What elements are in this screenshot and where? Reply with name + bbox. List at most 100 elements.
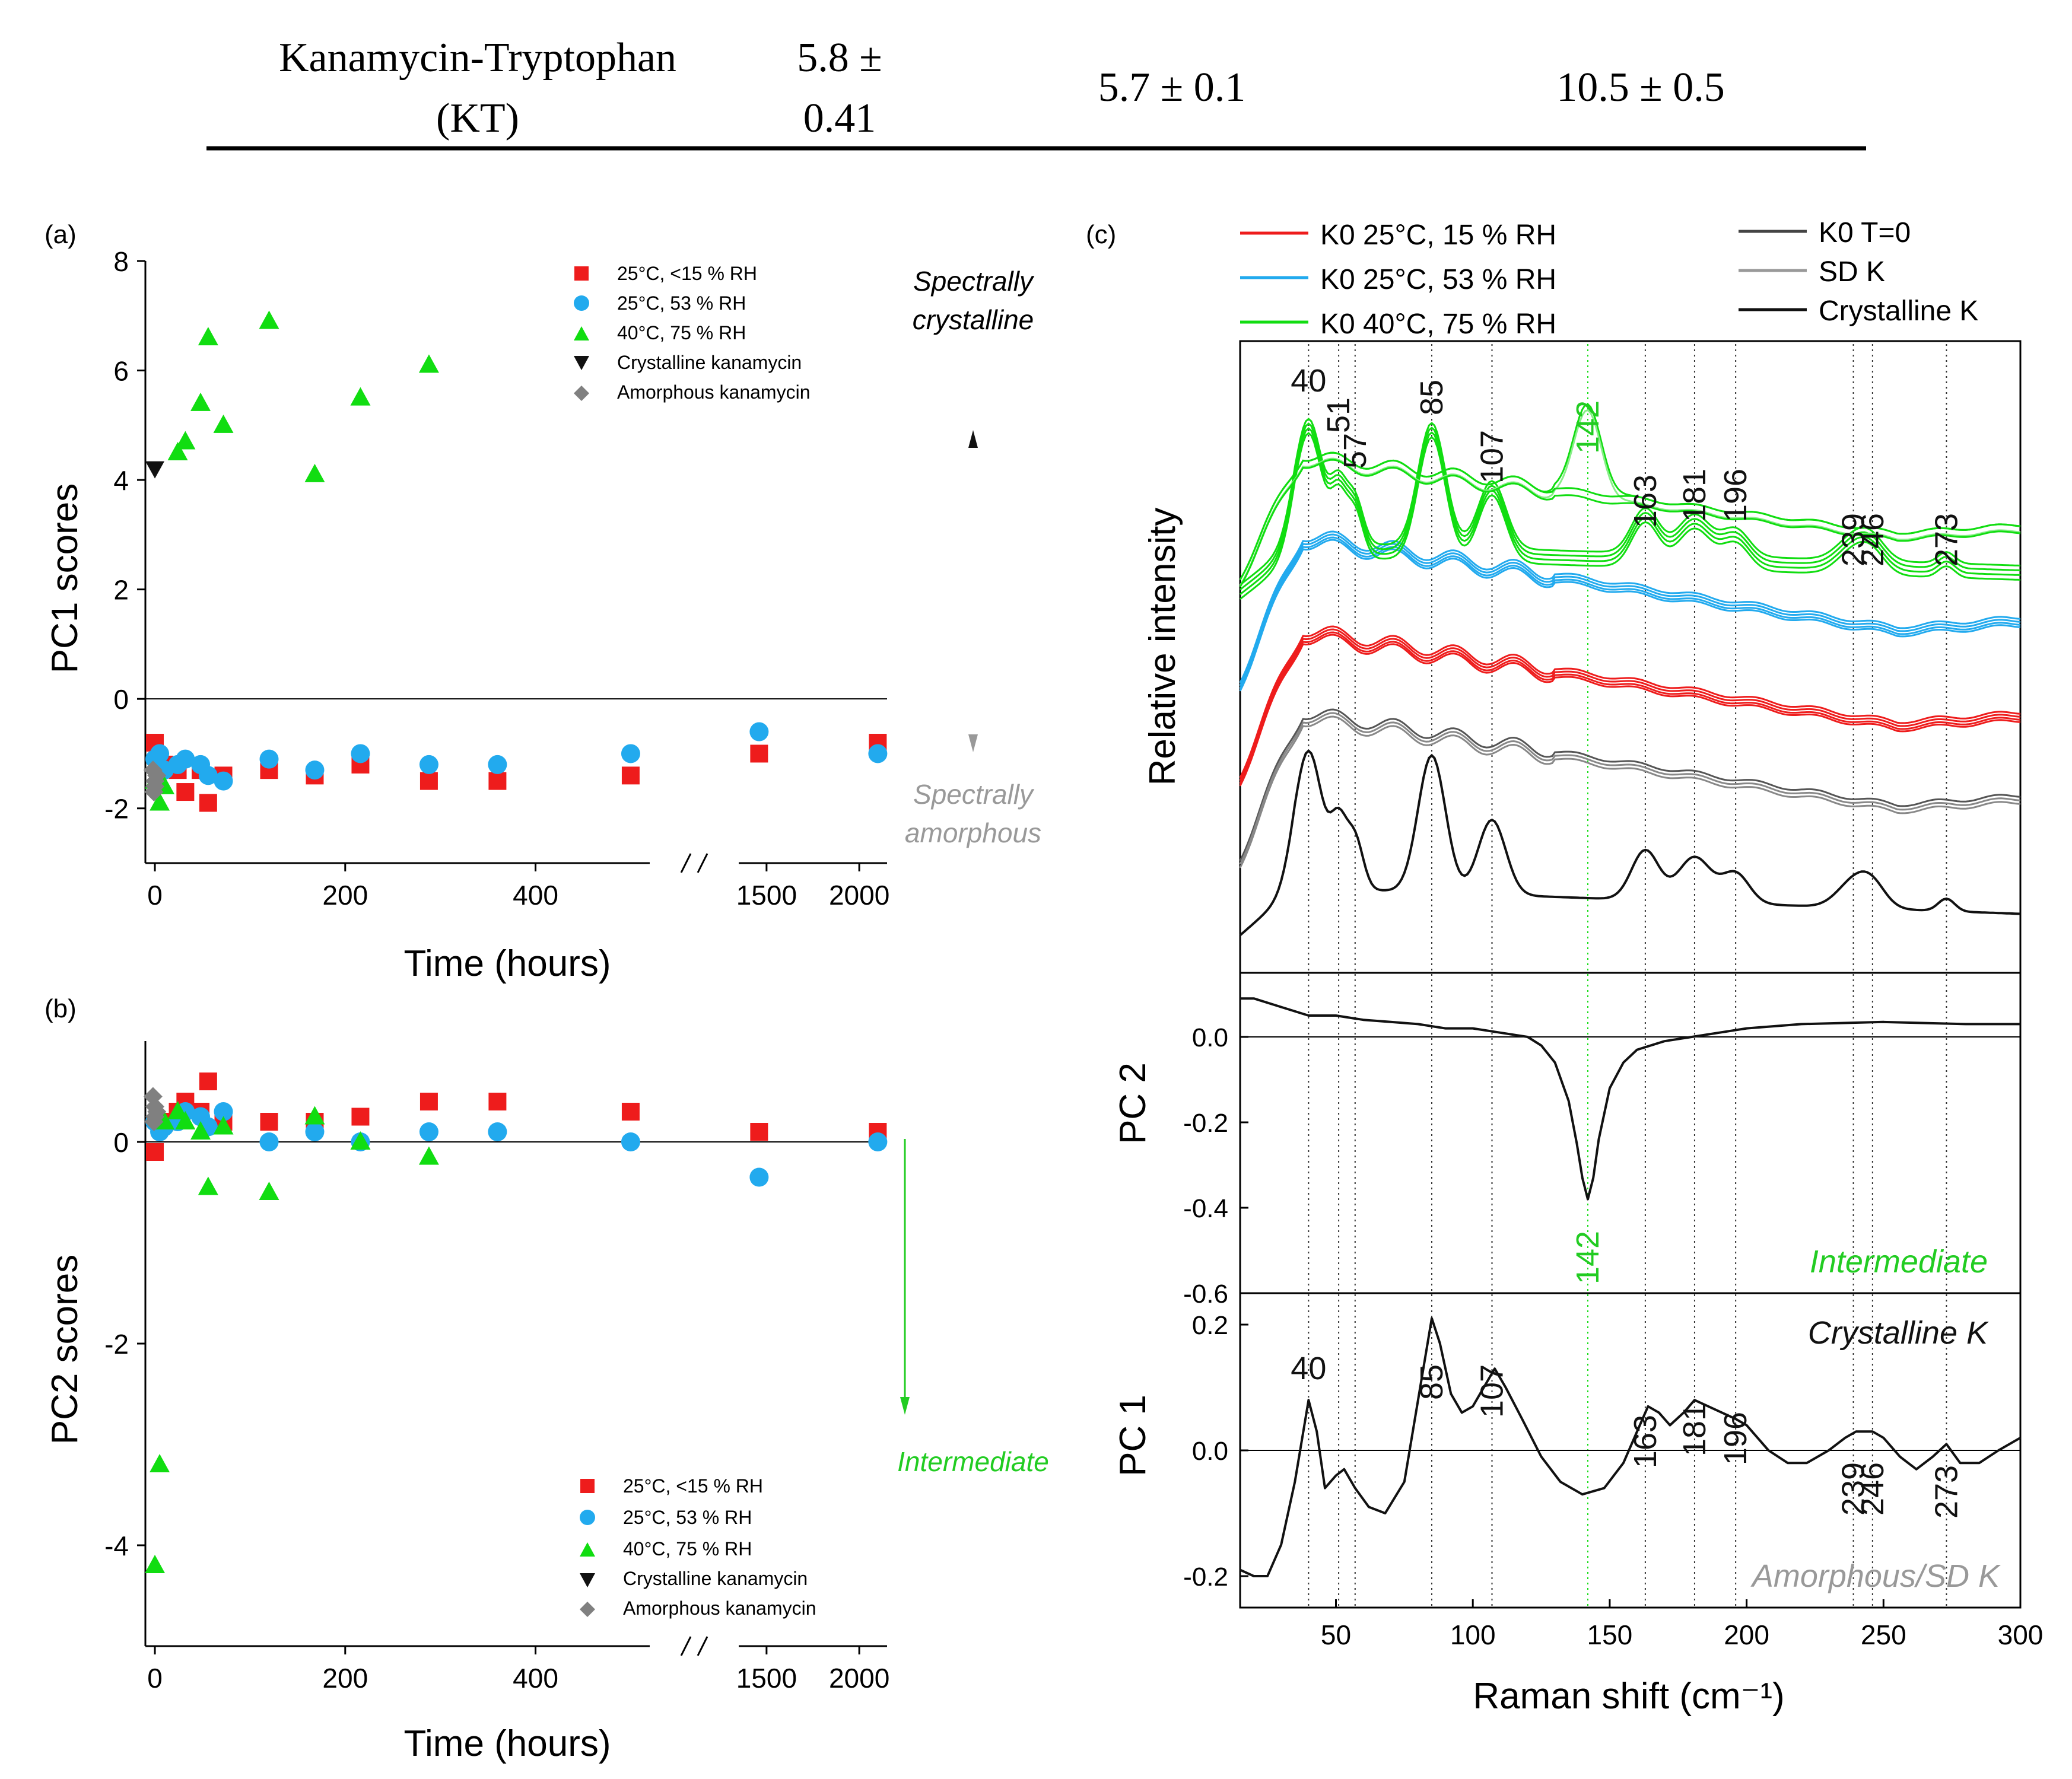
pa-xtick-label: 2000 (829, 880, 889, 911)
legend-marker-green-triangle (574, 326, 589, 340)
table-cell-name-line1: Kanamycin-Tryptophan (279, 35, 676, 81)
pb-point-square (420, 1093, 438, 1110)
panel-c-legend-left: K0 25°C, 15 % RH K0 25°C, 53 % RH K0 40°… (1240, 219, 1556, 340)
spectrum-red-15rh (1239, 631, 2021, 784)
pb-point-square (488, 1093, 507, 1110)
panel-b-legend: 25°C, <15 % RH 25°C, 53 % RH 40°C, 75 % … (580, 1475, 816, 1619)
pc2-annotation-intermediate: Intermediate (1810, 1244, 1988, 1280)
pa-point-triangle (213, 414, 234, 433)
pb-ytick-label: -4 (104, 1530, 129, 1561)
pc2-ytick-label: -0.2 (1183, 1109, 1228, 1138)
pb-point-triangle (350, 1131, 371, 1150)
pa-point-diamond (147, 766, 167, 785)
panel-c-pc2: 0.0 -0.2 -0.4 -0.6 (1183, 997, 2020, 1309)
legend-b-marker-green-triangle (580, 1542, 595, 1557)
annotation-spectrally-crystalline-2: crystalline (913, 304, 1034, 335)
pc1-peak-label: 239 (1836, 1462, 1871, 1516)
pb-point-triangle (167, 1101, 188, 1119)
panel-a-axes: -2 0 2 4 6 8 0 200 400 1500 2000 (104, 246, 889, 911)
spectra-peak-label: 107 (1474, 430, 1509, 483)
panel-c-legend-right: K0 T=0 SD K Crystalline K (1739, 217, 1978, 327)
legend-b-3: Crystalline kanamycin (623, 1568, 808, 1589)
legend-c-2: K0 40°C, 75 % RH (1320, 308, 1556, 340)
legend-a-3: Crystalline kanamycin (617, 352, 802, 373)
pa-point-triangle (350, 387, 371, 406)
pb-point-square (260, 1113, 278, 1131)
c-xtick-label: 50 (1321, 1619, 1351, 1650)
pa-point-circle (419, 755, 438, 774)
intermediate-arrow-head (900, 1397, 910, 1415)
legend-a-1: 25°C, 53 % RH (617, 292, 746, 314)
pa-point-triangle (259, 310, 279, 329)
pb-point-triangle (190, 1121, 211, 1140)
spectrum-red-15rh (1239, 628, 2021, 781)
pa-ytick-label: 2 (113, 575, 129, 606)
pb-point-triangle (418, 1146, 439, 1165)
panel-b-ylabel: PC2 scores (45, 1255, 85, 1444)
legend-c-3: K0 T=0 (1819, 217, 1911, 249)
pa-axis-break-1 (680, 853, 692, 873)
pc1-peak-label: 107 (1474, 1364, 1509, 1418)
spectra-peak-label: 181 (1677, 469, 1712, 522)
pc1-peak-label: 163 (1628, 1415, 1663, 1468)
panel-c-spectra (1239, 403, 2021, 937)
legend-b-1: 25°C, 53 % RH (623, 1507, 752, 1528)
pa-point-circle (150, 744, 170, 763)
pb-axis-break-2 (697, 1636, 708, 1656)
pa-point-circle (621, 744, 640, 763)
pc1-peak-label: 40 (1291, 1351, 1326, 1386)
pa-xtick-label: 400 (513, 880, 558, 911)
spectra-peak-label: 51 (1321, 397, 1356, 433)
spectrum-green-intermediate (1239, 409, 2021, 586)
pa-point-triangle (190, 392, 211, 411)
pb-point-triangle (150, 1454, 170, 1472)
spectrum-green-crystalline (1240, 427, 2021, 596)
pb-point-triangle (175, 1111, 196, 1129)
pa-point-square (176, 783, 195, 801)
pa-point-square (488, 772, 507, 790)
pc2-ytick-label: -0.6 (1183, 1280, 1228, 1309)
pa-point-circle (214, 771, 233, 791)
pb-point-triangle (198, 1176, 218, 1195)
panel-b-axes: -4 -2 0 0 200 400 1500 2000 (104, 1041, 889, 1694)
pb-ytick-label: 0 (113, 1127, 129, 1158)
spectra-peak-label: 246 (1855, 513, 1890, 567)
spectrum-red-15rh (1239, 625, 2021, 778)
pc2-ytick-label: -0.4 (1183, 1194, 1228, 1223)
annotation-spectrally-amorphous-2: amorphous (905, 817, 1041, 848)
annotation-intermediate-b: Intermediate (897, 1446, 1049, 1477)
spectra-peak-label: 163 (1628, 475, 1663, 528)
legend-b-2: 40°C, 75 % RH (623, 1538, 752, 1560)
pb-point-square (621, 1103, 640, 1121)
panel-c-pc1: 0.2 0.0 -0.2 (1183, 1311, 2021, 1592)
pc1-line (1240, 1317, 2021, 1577)
spectrum-green-crystalline (1240, 418, 2021, 586)
pa-ytick-label: 0 (113, 684, 129, 715)
pa-point-triangle (198, 327, 218, 346)
panel-c-axes: 50 100 150 200 250 300 (1239, 340, 2043, 1650)
spectrum-sdk-t0 (1239, 715, 2021, 868)
legend-marker-gray-diamond (574, 386, 589, 401)
pb-xtick-label: 400 (513, 1663, 558, 1694)
pb-point-circle (749, 1167, 769, 1187)
pc2-ylabel: PC 2 (1113, 1062, 1153, 1144)
pb-point-square (750, 1123, 768, 1141)
table-cell-col2-line1: 5.8 ± (797, 35, 882, 81)
pa-point-triangle (167, 441, 188, 460)
pb-axis-break-1 (680, 1636, 692, 1656)
pb-point-circle (419, 1122, 438, 1141)
legend-c-1: K0 25°C, 53 % RH (1320, 264, 1556, 295)
legend-a-4: Amorphous kanamycin (617, 381, 810, 403)
pa-point-triangle (304, 463, 325, 482)
pa-point-square (750, 744, 768, 763)
c-xtick-label: 250 (1861, 1619, 1906, 1650)
pa-ytick-label: 4 (113, 465, 129, 496)
spectrum-green-amorphous (1239, 459, 2021, 587)
pa-point-circle (176, 749, 195, 769)
pb-xtick-label: 200 (322, 1663, 368, 1694)
spectrum-green-crystalline (1240, 422, 2021, 591)
panel-a: (a) PC1 scores Time (hours) -2 0 2 4 6 8 0 200 4… (45, 220, 1041, 984)
spectra-peak-label: 142 (1570, 400, 1606, 454)
pb-ytick-label: -2 (104, 1329, 129, 1360)
